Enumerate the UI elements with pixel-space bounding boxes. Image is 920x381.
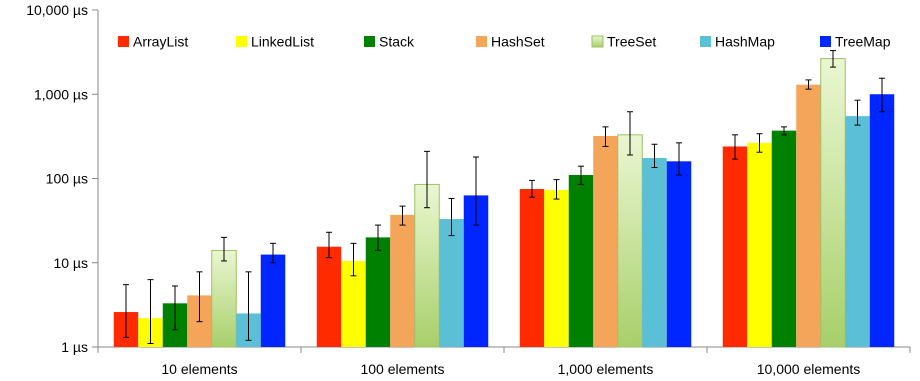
- bar-arraylist: [722, 146, 748, 347]
- bar-hashset: [390, 214, 415, 347]
- bar-hashset: [593, 135, 618, 347]
- bar-arraylist: [316, 246, 342, 347]
- bar-arraylist: [519, 189, 545, 347]
- legend-label: HashMap: [715, 34, 775, 50]
- bar-stack: [365, 237, 391, 347]
- legend-swatch-treeset: [591, 35, 604, 48]
- x-tick-label: 10,000 elements: [757, 361, 861, 377]
- bar-treeset: [617, 134, 643, 348]
- y-tick-label: 1 µs: [61, 339, 88, 355]
- legend-swatch-linkedlist: [236, 36, 247, 47]
- bar-treemap: [666, 161, 692, 347]
- y-tick-label: 10 µs: [53, 255, 88, 271]
- bar-hashset: [796, 84, 821, 348]
- bar-treemap: [869, 94, 895, 347]
- legend-label: TreeSet: [607, 34, 656, 50]
- x-tick-label: 1,000 elements: [558, 361, 654, 377]
- bar-treeset: [211, 249, 237, 348]
- legend-label: Stack: [379, 34, 415, 50]
- x-tick-label: 10 elements: [161, 361, 237, 377]
- legend-label: LinkedList: [251, 34, 314, 50]
- bar-treeset: [414, 183, 440, 348]
- y-tick-label: 1,000 µs: [34, 86, 88, 102]
- legend-swatch-stack: [364, 36, 375, 47]
- bar-hashmap: [642, 158, 667, 347]
- legend-swatch-hashmap: [700, 36, 711, 47]
- bar-linkedlist: [544, 190, 569, 347]
- bar-stack: [771, 130, 797, 347]
- y-tick-label: 10,000 µs: [26, 2, 88, 18]
- legend-swatch-hashset: [476, 36, 487, 47]
- bar-treeset: [820, 58, 846, 348]
- legend-swatch-treemap: [820, 36, 831, 47]
- bar-stack: [568, 175, 594, 347]
- y-tick-label: 100 µs: [46, 171, 88, 187]
- bar-linkedlist: [747, 142, 772, 347]
- legend-swatch-arraylist: [118, 36, 129, 47]
- legend-label: ArrayList: [133, 34, 188, 50]
- bar-hashmap: [439, 219, 464, 347]
- bar-hashmap: [845, 116, 870, 347]
- legend-label: TreeMap: [835, 34, 891, 50]
- x-tick-label: 100 elements: [360, 361, 444, 377]
- bar-treemap: [260, 254, 286, 347]
- legend-label: HashSet: [491, 34, 545, 50]
